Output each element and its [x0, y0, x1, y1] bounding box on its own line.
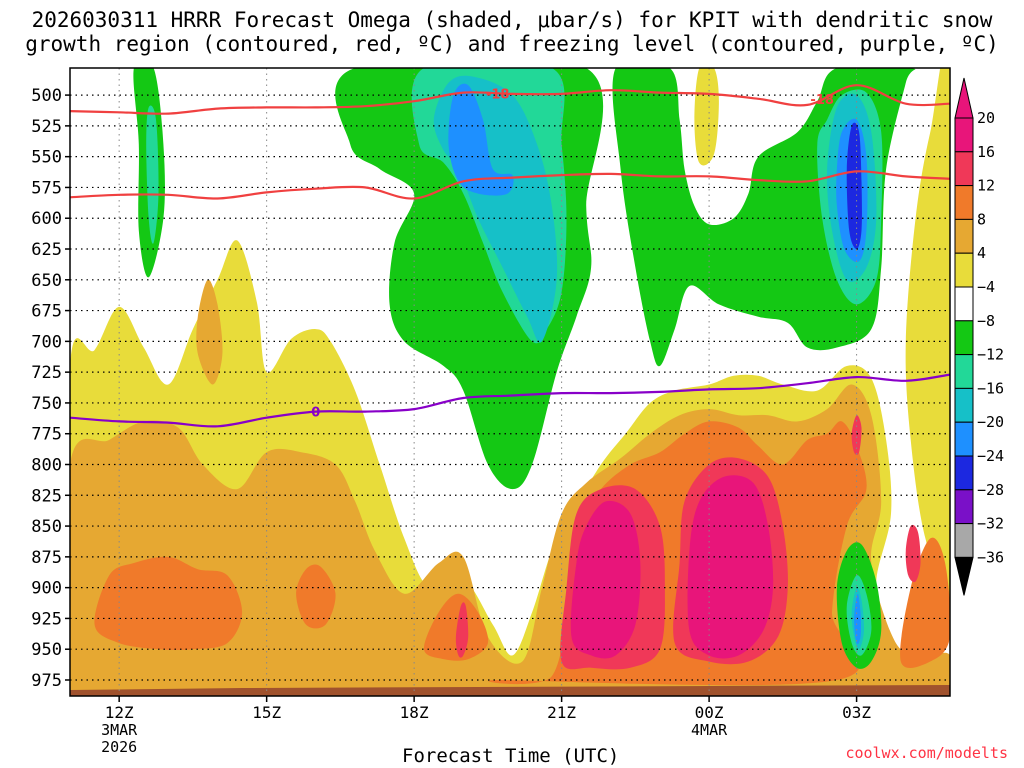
chart-title-line2: growth region (contoured, red, ºC) and f…	[25, 32, 999, 56]
omega-pos-12-a	[94, 556, 243, 650]
colorbar-label: −36	[977, 548, 1004, 566]
colorbar-label: −24	[977, 447, 1004, 465]
colorbar-label: −20	[977, 413, 1004, 431]
colorbar-swatch	[954, 218, 974, 254]
y-tick-label: 975	[31, 671, 62, 691]
x-year-label: 2026	[101, 738, 137, 756]
y-tick-label: 950	[31, 640, 62, 660]
y-tick-label: 725	[31, 363, 62, 383]
dgz-upper-label: -18	[810, 93, 834, 108]
colorbar-label: −28	[977, 481, 1004, 499]
omega-pos-12-b	[296, 564, 336, 629]
colorbar-label: 4	[977, 244, 986, 262]
chart-title-line1: 2026030311 HRRR Forecast Omega (shaded, …	[31, 8, 993, 32]
y-tick-label: 500	[31, 86, 62, 106]
omega-neg-20-a	[846, 122, 862, 249]
colorbar-swatch	[954, 421, 974, 457]
colorbar-bottom-arrow	[954, 556, 974, 596]
x-date-label: 3MAR	[101, 721, 138, 739]
y-tick-label: 575	[31, 178, 62, 198]
colorbar-swatch	[954, 185, 974, 220]
y-tick-label: 550	[31, 148, 62, 168]
x-tick-label: 03Z	[842, 703, 871, 722]
omega-pos-16-d	[905, 524, 921, 583]
colorbar-swatch	[954, 320, 974, 356]
colorbar-swatch	[954, 455, 974, 491]
x-tick-label: 18Z	[400, 703, 429, 722]
omega-pos-4-b	[905, 68, 950, 617]
dgz-upper-label: -18	[486, 87, 510, 102]
freezing-level-line	[70, 373, 950, 428]
y-tick-label: 775	[31, 425, 62, 445]
omega-pos-16-e	[851, 415, 862, 455]
y-tick-label: 700	[31, 332, 62, 352]
omega-pos-16-c	[455, 602, 469, 658]
colorbar-swatch	[954, 354, 974, 389]
omega-pos-4-c	[694, 68, 719, 166]
colorbar-label: 8	[977, 210, 986, 228]
colorbar-label: −12	[977, 346, 1004, 364]
omega-pos-12-e	[900, 537, 950, 668]
colorbar-label: −32	[977, 515, 1004, 533]
omega-pos-8-b	[196, 279, 223, 385]
y-tick-label: 600	[31, 209, 62, 229]
omega-pos-20-b	[687, 475, 774, 659]
y-tick-label: 800	[31, 456, 62, 476]
colorbar-swatch	[954, 489, 974, 525]
y-tick-label: 675	[31, 302, 62, 322]
colorbar-swatch	[954, 252, 974, 288]
omega-pos-20-a	[570, 500, 641, 659]
y-tick-label: 850	[31, 517, 62, 537]
omega-neg-8-d	[146, 105, 159, 244]
colorbar-swatch	[954, 523, 974, 558]
x-date-label: 4MAR	[691, 721, 728, 739]
colorbar-swatch	[954, 387, 974, 423]
colorbar-label: −4	[977, 278, 995, 296]
colorbar-swatch	[954, 286, 974, 322]
x-tick-label: 21Z	[547, 703, 576, 722]
dgz-lower-line	[70, 170, 950, 200]
terrain-surface	[70, 685, 950, 696]
freezing-level-label: 0	[311, 406, 320, 421]
colorbar-label: −8	[977, 312, 995, 330]
x-axis-title: Forecast Time (UTC)	[402, 745, 620, 767]
omega-pos-12-c	[423, 593, 489, 661]
y-tick-label: 900	[31, 579, 62, 599]
y-tick-label: 875	[31, 548, 62, 568]
colorbar-label: 16	[977, 143, 995, 161]
colorbar-label: −16	[977, 379, 1004, 397]
y-tick-label: 650	[31, 271, 62, 291]
y-tick-label: 525	[31, 117, 62, 137]
colorbar-swatch	[954, 151, 974, 187]
x-tick-label: 15Z	[252, 703, 281, 722]
y-tick-label: 750	[31, 394, 62, 414]
colorbar-label: 12	[977, 177, 995, 195]
plot-frame	[69, 67, 951, 697]
y-tick-label: 825	[31, 486, 62, 506]
colorbar-swatch	[954, 117, 974, 153]
x-tick-label: 00Z	[695, 703, 724, 722]
omega-neg-16-a	[448, 83, 514, 196]
y-tick-label: 925	[31, 609, 62, 629]
y-tick-label: 625	[31, 240, 62, 260]
x-tick-label: 12Z	[105, 703, 134, 722]
credit-link[interactable]: coolwx.com/modelts	[845, 744, 1008, 762]
dgz-upper-line	[70, 84, 950, 115]
colorbar-label: 20	[977, 109, 995, 127]
colorbar-top-arrow	[954, 77, 974, 119]
